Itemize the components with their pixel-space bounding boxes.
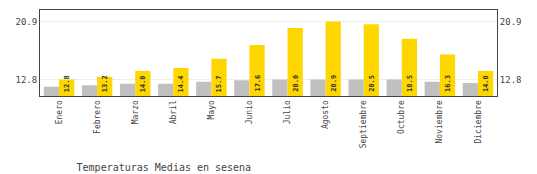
svg-text:14.0: 14.0 (139, 75, 147, 92)
svg-text:Mayo: Mayo (207, 100, 216, 119)
svg-text:14.4: 14.4 (177, 76, 185, 93)
svg-text:Junio: Junio (245, 100, 254, 124)
svg-text:18.5: 18.5 (406, 75, 414, 92)
svg-text:14.0: 14.0 (482, 75, 490, 92)
svg-text:Noviembre: Noviembre (435, 100, 444, 144)
svg-text:20.9: 20.9 (16, 17, 38, 27)
svg-text:20.0: 20.0 (292, 75, 300, 92)
svg-text:Octubre: Octubre (397, 100, 406, 134)
svg-text:12.8: 12.8 (16, 75, 38, 85)
svg-text:Septiembre: Septiembre (359, 100, 368, 148)
svg-text:12.8: 12.8 (500, 75, 522, 85)
svg-text:20.9: 20.9 (500, 17, 522, 27)
svg-text:13.2: 13.2 (101, 75, 109, 92)
svg-text:Abril: Abril (169, 100, 178, 124)
svg-text:Enero: Enero (55, 100, 64, 124)
svg-text:Febrero: Febrero (93, 100, 102, 134)
svg-text:Marzo: Marzo (131, 100, 140, 124)
svg-text:Temperaturas Medias en sesena: Temperaturas Medias en sesena (77, 162, 252, 173)
svg-text:17.6: 17.6 (254, 75, 262, 92)
svg-text:Agosto: Agosto (321, 100, 330, 129)
svg-text:15.7: 15.7 (215, 76, 223, 93)
svg-text:16.3: 16.3 (444, 75, 452, 92)
svg-text:Julio: Julio (283, 100, 292, 124)
svg-text:20.9: 20.9 (330, 75, 338, 92)
svg-text:20.5: 20.5 (368, 75, 376, 92)
svg-text:Diciembre: Diciembre (474, 100, 483, 144)
svg-text:12.8: 12.8 (63, 75, 71, 92)
